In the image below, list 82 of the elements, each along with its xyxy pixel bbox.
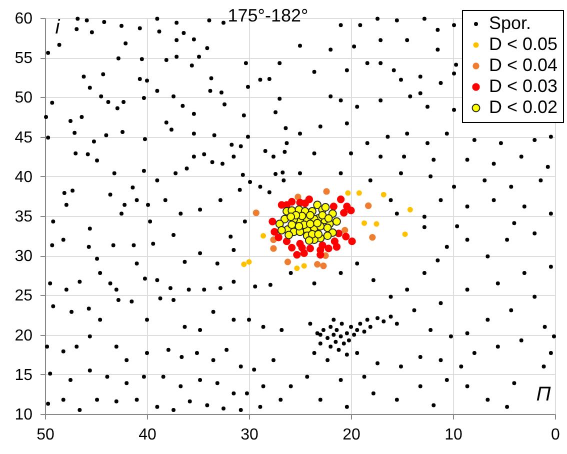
point <box>374 221 380 227</box>
y-tick-label: 50 <box>14 90 33 107</box>
point <box>402 231 408 237</box>
point <box>304 236 314 245</box>
y-axis-title: i <box>55 16 60 38</box>
y-tick-label: 20 <box>14 327 33 344</box>
x-tick-label: 30 <box>240 426 258 444</box>
point <box>364 202 372 210</box>
point <box>284 230 294 240</box>
x-tick-label: 10 <box>444 426 462 444</box>
point <box>286 212 296 222</box>
point <box>356 190 362 196</box>
point <box>342 232 350 240</box>
x-tick-label: 50 <box>36 426 54 444</box>
y-tick-label: 60 <box>14 10 33 28</box>
point <box>369 234 376 241</box>
point <box>294 194 302 200</box>
x-tick-label: 0 <box>551 426 560 444</box>
point <box>361 220 368 226</box>
point <box>268 218 276 226</box>
legend-label: D < 0.03 <box>489 76 558 96</box>
point <box>336 196 345 204</box>
point <box>306 244 314 252</box>
point <box>277 226 286 234</box>
point <box>306 210 314 220</box>
chart-title: 175°-182° <box>228 6 308 26</box>
point <box>294 266 300 272</box>
point <box>330 202 338 210</box>
point <box>301 200 309 208</box>
point <box>274 234 282 242</box>
y-tick-label: 40 <box>14 168 33 186</box>
point <box>323 232 332 240</box>
point <box>330 238 339 246</box>
point <box>342 226 348 234</box>
point <box>270 245 277 252</box>
point <box>260 233 266 239</box>
point <box>252 209 260 216</box>
point <box>282 238 291 246</box>
point <box>301 263 307 269</box>
y-tick-label: 25 <box>14 288 33 305</box>
point <box>320 262 327 270</box>
point <box>313 218 322 228</box>
y-tick-label: 35 <box>14 208 33 226</box>
point <box>293 250 301 259</box>
point <box>318 241 326 250</box>
x-tick-label: 20 <box>342 426 360 444</box>
point <box>323 188 330 195</box>
point <box>318 210 327 220</box>
point <box>241 262 247 268</box>
point <box>270 228 278 236</box>
point <box>313 200 322 210</box>
x-tick-label: 40 <box>138 426 156 444</box>
point <box>246 259 252 265</box>
legend-label: D < 0.05 <box>489 34 558 54</box>
y-tick-label: 55 <box>14 50 33 68</box>
x-axis-title: Π <box>536 384 552 406</box>
point <box>294 222 304 231</box>
point <box>288 220 296 229</box>
legend-label: Spor. <box>489 13 532 33</box>
point <box>314 260 321 268</box>
point <box>332 217 341 226</box>
point <box>343 202 351 210</box>
point <box>314 230 323 238</box>
point <box>288 244 296 252</box>
point <box>296 240 304 248</box>
point <box>284 258 292 266</box>
point <box>407 206 413 212</box>
y-tick-label: 45 <box>14 129 33 146</box>
y-tick-label: 15 <box>14 366 33 384</box>
legend-label: D < 0.02 <box>489 97 558 117</box>
point <box>340 209 348 217</box>
y-tick-label: 10 <box>14 406 33 424</box>
point <box>321 203 330 212</box>
point <box>380 192 386 198</box>
point <box>300 249 308 258</box>
point <box>345 190 351 196</box>
point <box>324 214 333 223</box>
point <box>324 244 332 252</box>
y-tick-label: 30 <box>14 248 33 266</box>
legend-label: D < 0.04 <box>489 55 558 75</box>
point <box>348 238 356 246</box>
point <box>306 220 314 228</box>
